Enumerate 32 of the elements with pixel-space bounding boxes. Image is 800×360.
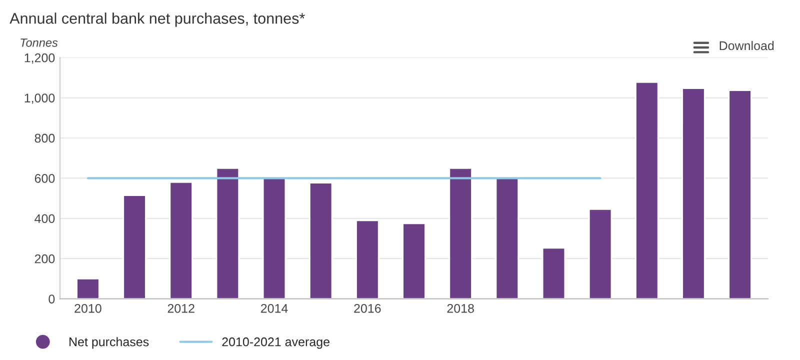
bar — [308, 182, 333, 299]
y-tick-label: 400 — [34, 214, 55, 224]
x-tick-label: 2018 — [447, 304, 474, 313]
bar — [216, 167, 240, 299]
y-tick-label: 200 — [34, 254, 55, 264]
x-tick-label: 2016 — [354, 304, 381, 313]
bar — [588, 208, 612, 299]
y-tick-label: 800 — [34, 134, 55, 143]
x-tick-label: 2010 — [74, 304, 102, 313]
bar — [542, 247, 566, 299]
y-tick-label: 600 — [34, 174, 55, 183]
text: Download — [720, 40, 774, 50]
legend-label: 2010-2021 average — [222, 337, 330, 349]
bar — [262, 178, 286, 299]
bar — [402, 222, 426, 299]
legend-label: Net purchases — [70, 337, 149, 349]
y-tick-label: 1,000 — [24, 94, 55, 104]
bar — [495, 178, 520, 299]
bar — [728, 90, 752, 299]
y-axis-title: Tonnes — [20, 38, 58, 47]
bar — [122, 194, 146, 299]
bar — [76, 278, 100, 299]
x-tick-label: 2014 — [260, 304, 288, 313]
bar — [356, 220, 380, 299]
bar — [682, 88, 706, 299]
bar — [448, 167, 472, 299]
bar — [169, 182, 193, 299]
y-tick-label: 1,200 — [24, 53, 55, 64]
chart-title: Annual central bank net purchases, tonnes* — [10, 12, 305, 27]
y-tick-label: 0 — [48, 294, 55, 304]
x-tick-label: 2012 — [168, 304, 194, 313]
bar — [635, 81, 659, 299]
